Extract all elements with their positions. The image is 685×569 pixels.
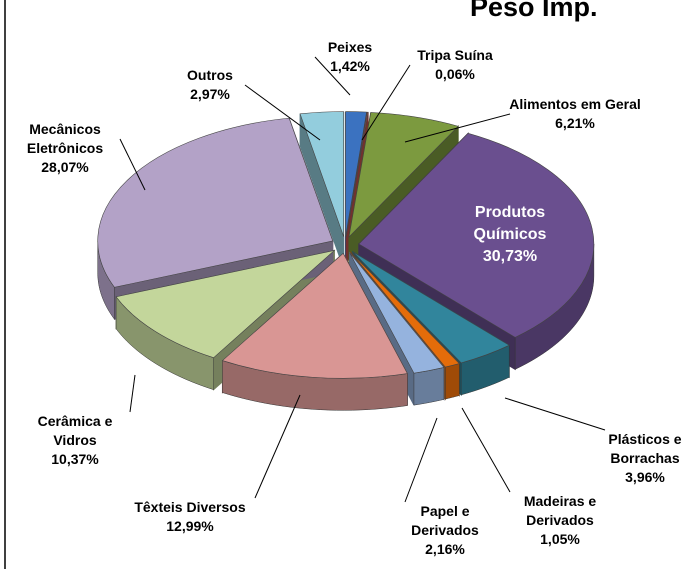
pie-slice (345, 111, 367, 237)
slice-label: Alimentos em Geral 6,21% (505, 95, 645, 133)
pie-slice (358, 132, 595, 338)
category-label: Cerâmica e Vidros (37, 413, 113, 448)
value-label: 2,97% (190, 86, 230, 102)
leader-line (404, 113, 511, 143)
value-label: 3,96% (625, 469, 665, 485)
category-label: Têxteis Diversos (134, 499, 246, 515)
leader-line (404, 417, 438, 503)
category-label: Peixes (327, 39, 373, 55)
pie-slice (345, 111, 369, 237)
value-label: 2,16% (425, 541, 465, 557)
pie-slice (350, 252, 460, 368)
pie-slice (97, 117, 334, 288)
value-label: 10,37% (51, 451, 99, 467)
leader-line (254, 394, 301, 499)
category-label: Alimentos em Geral (509, 96, 641, 112)
slice-side (413, 367, 445, 406)
value-label: 1,05% (540, 531, 580, 547)
pie-slice (221, 252, 408, 379)
slice-label: Plásticos e Borrachas 3,96% (600, 430, 685, 487)
slice-label: Peixes 1,42% (310, 38, 390, 76)
category-label: Tripa Suína (417, 47, 493, 63)
value-label: 28,07% (41, 159, 89, 175)
value-label: 0,06% (435, 66, 475, 82)
leader-line (119, 138, 146, 191)
pie-slice (115, 249, 336, 359)
leader-line (504, 397, 606, 431)
category-label: Papel e Derivados (411, 503, 479, 538)
slice-label: Outros 2,97% (170, 66, 250, 104)
leader-line (129, 374, 136, 413)
slice-label: Papel e Derivados 2,16% (400, 502, 490, 559)
category-label: Mecânicos Eletrônicos (26, 121, 104, 156)
category-label: Produtos Químicos (473, 204, 547, 243)
value-label: 30,73% (482, 248, 538, 265)
value-label: 12,99% (166, 518, 214, 534)
slice-label: Produtos Químicos 30,73% (450, 202, 570, 268)
chart-title: Peso Imp. (470, 0, 598, 22)
value-label: 6,21% (555, 115, 595, 131)
pie-slice (349, 252, 445, 374)
value-label: 1,42% (330, 58, 370, 74)
pie-slice (299, 111, 344, 237)
category-label: Plásticos e Borrachas (608, 431, 682, 466)
category-label: Madeiras e Derivados (523, 493, 597, 528)
slice-label: Cerâmica e Vidros 10,37% (15, 412, 135, 469)
slice-side (445, 363, 460, 400)
leader-line (314, 56, 351, 96)
slice-label: Têxteis Diversos 12,99% (120, 498, 260, 536)
leader-line (244, 84, 321, 141)
category-label: Outros (187, 67, 233, 83)
slice-label: Mecânicos Eletrônicos 28,07% (5, 120, 125, 177)
slice-label: Madeiras e Derivados 1,05% (505, 492, 615, 549)
pie-slice (352, 251, 510, 364)
pie-slice (348, 112, 459, 238)
leader-line (461, 407, 511, 493)
leader-line (361, 64, 411, 141)
slice-label: Tripa Suína 0,06% (405, 46, 505, 84)
